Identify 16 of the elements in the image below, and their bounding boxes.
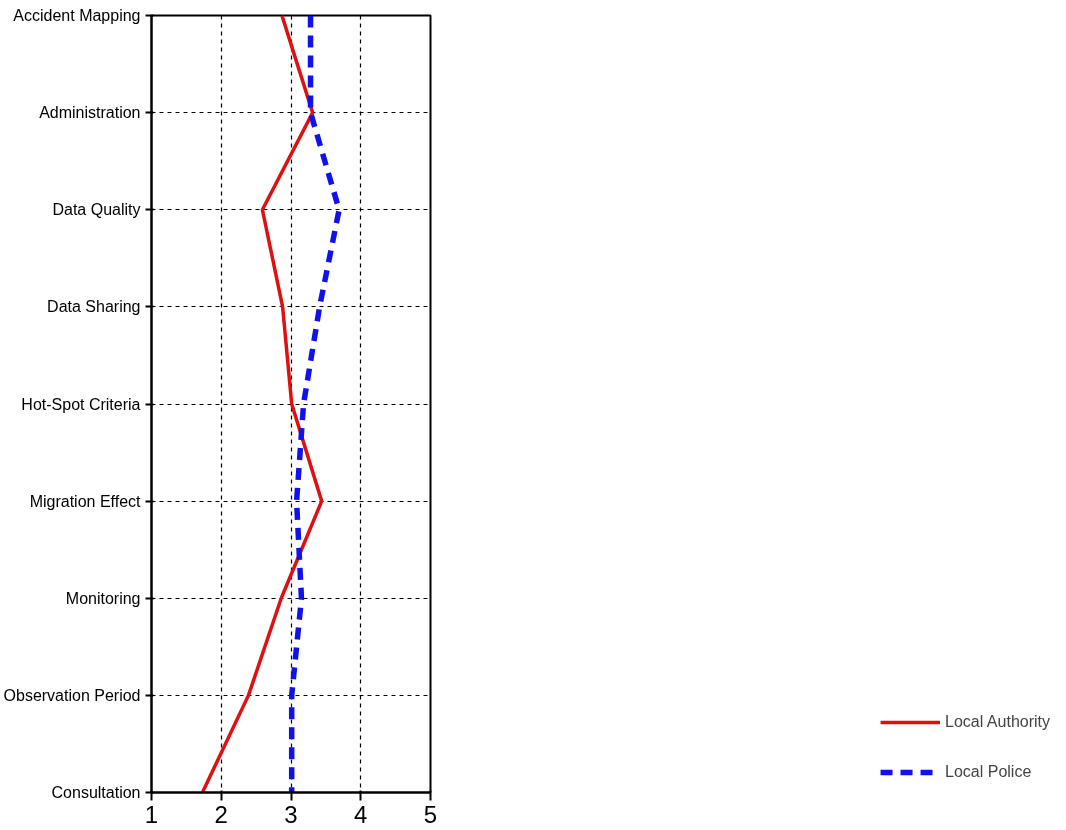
y-tick-label: Data Quality xyxy=(52,201,141,219)
legend-label: Local Authority xyxy=(945,713,1050,731)
legend-label: Local Police xyxy=(945,763,1032,781)
y-tick-label: Consultation xyxy=(51,784,141,801)
y-tick-label: Observation Period xyxy=(3,686,141,704)
x-tick-label: 1 xyxy=(144,800,159,828)
y-tick-label: Data Sharing xyxy=(47,298,141,316)
y-tick-label: Accident Mapping xyxy=(13,7,141,24)
x-tick-label: 2 xyxy=(214,800,228,828)
y-tick-label: Hot-Spot Criteria xyxy=(21,395,141,413)
y-tick-label: Monitoring xyxy=(65,589,141,607)
x-tick-label: 5 xyxy=(423,800,438,828)
x-tick-label: 4 xyxy=(354,800,368,828)
y-tick-label: Migration Effect xyxy=(29,492,142,510)
x-tick-label: 3 xyxy=(284,800,298,828)
y-tick-label: Administration xyxy=(39,104,141,122)
